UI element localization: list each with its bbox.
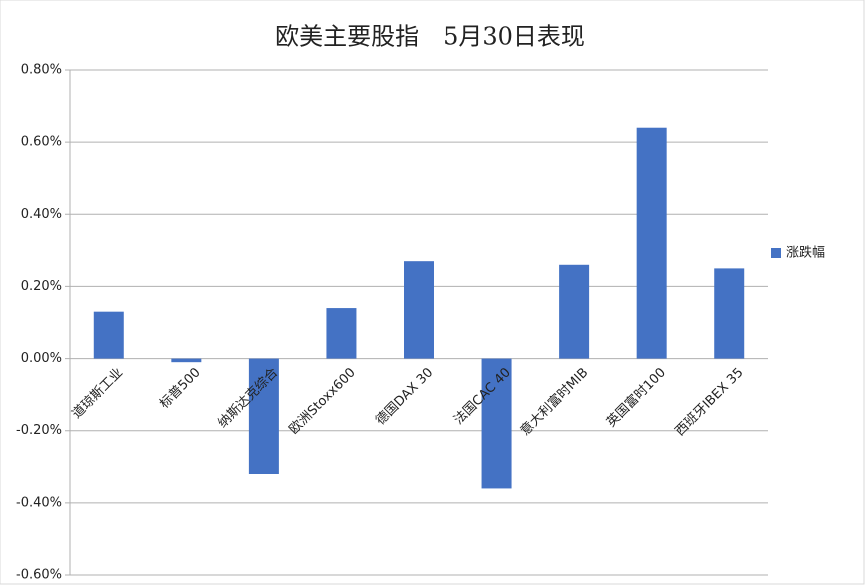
y-tick-label: -0.60% [16, 568, 62, 583]
y-tick-label: 0.00% [21, 351, 62, 366]
y-tick-label: 0.40% [21, 207, 62, 222]
bar [326, 308, 357, 359]
y-tick-label: -0.40% [16, 495, 62, 510]
legend-swatch [771, 248, 781, 258]
bar [559, 264, 590, 359]
y-tick-label: 0.20% [21, 279, 62, 294]
bar [171, 358, 202, 363]
legend-label: 涨跌幅 [786, 245, 825, 261]
y-tick-label: 0.60% [21, 135, 62, 150]
y-tick-label: -0.20% [16, 423, 62, 438]
bar [636, 127, 667, 359]
bar [404, 261, 434, 359]
bar [248, 358, 279, 474]
bar [714, 268, 745, 359]
y-tick-label: 0.80% [21, 63, 62, 78]
chart-title: 欧美主要股指 5月30日表现 [275, 23, 585, 51]
bar [481, 358, 512, 489]
bar [93, 311, 124, 359]
